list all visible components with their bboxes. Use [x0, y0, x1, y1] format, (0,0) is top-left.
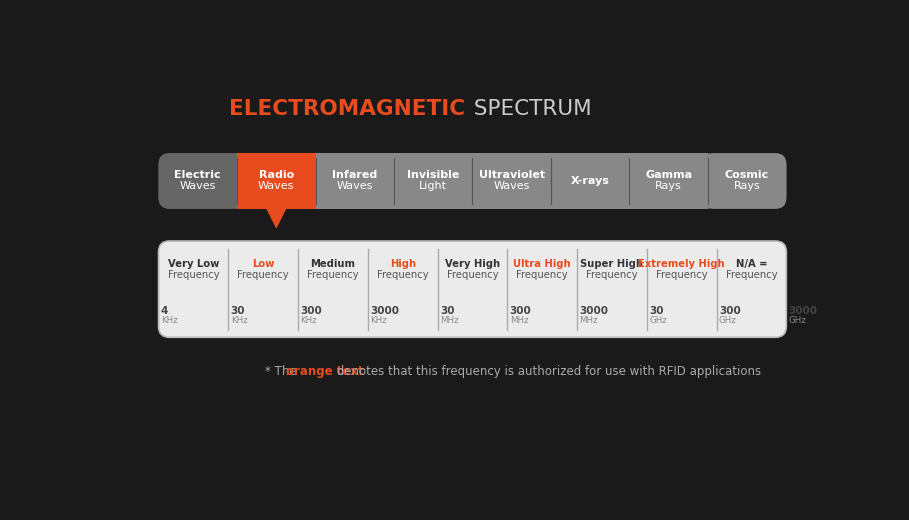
Text: * The: * The — [265, 366, 300, 379]
Text: KHz: KHz — [370, 316, 386, 325]
FancyBboxPatch shape — [158, 153, 241, 209]
Text: 30: 30 — [440, 306, 454, 316]
Text: Waves: Waves — [336, 181, 373, 191]
Text: Frequency: Frequency — [586, 270, 638, 280]
Bar — [473, 153, 551, 209]
Text: denotes that this frequency is authorized for use with RFID applications: denotes that this frequency is authorize… — [333, 366, 761, 379]
Text: Electric: Electric — [175, 170, 221, 180]
Text: Radio: Radio — [259, 170, 294, 180]
Text: SPECTRUM: SPECTRUM — [467, 99, 592, 119]
Polygon shape — [266, 209, 286, 229]
Bar — [394, 153, 473, 209]
Text: Frequency: Frequency — [377, 270, 428, 280]
Text: 300: 300 — [510, 306, 532, 316]
Text: Frequency: Frequency — [446, 270, 498, 280]
Text: X-rays: X-rays — [571, 176, 610, 186]
Text: KHz: KHz — [161, 316, 177, 325]
Text: Infared: Infared — [332, 170, 377, 180]
Text: Rays: Rays — [655, 181, 682, 191]
Text: MHz: MHz — [510, 316, 528, 325]
Text: Frequency: Frequency — [656, 270, 707, 280]
Text: Super High: Super High — [581, 259, 644, 269]
Text: Frequency: Frequency — [725, 270, 777, 280]
FancyBboxPatch shape — [704, 153, 786, 209]
Text: GHz: GHz — [649, 316, 667, 325]
Text: High: High — [390, 259, 415, 269]
Text: GHz: GHz — [789, 316, 806, 325]
Text: Frequency: Frequency — [516, 270, 568, 280]
Bar — [551, 153, 629, 209]
Text: Frequency: Frequency — [307, 270, 359, 280]
Bar — [237, 153, 315, 209]
FancyBboxPatch shape — [158, 153, 786, 209]
Text: Low: Low — [252, 259, 275, 269]
Text: Waves: Waves — [494, 181, 530, 191]
Text: orange text: orange text — [286, 366, 365, 379]
Text: 3000: 3000 — [370, 306, 399, 316]
Text: 30: 30 — [649, 306, 664, 316]
Bar — [629, 153, 708, 209]
Text: Light: Light — [419, 181, 447, 191]
Text: Very High: Very High — [445, 259, 500, 269]
Text: ELECTROMAGNETIC: ELECTROMAGNETIC — [229, 99, 465, 119]
Text: Waves: Waves — [258, 181, 295, 191]
Text: Gamma: Gamma — [645, 170, 692, 180]
Text: 300: 300 — [719, 306, 741, 316]
Text: GHz: GHz — [719, 316, 736, 325]
Text: Cosmic: Cosmic — [725, 170, 769, 180]
Text: Frequency: Frequency — [167, 270, 219, 280]
Text: 30: 30 — [231, 306, 245, 316]
FancyBboxPatch shape — [158, 241, 786, 337]
Text: MHz: MHz — [440, 316, 458, 325]
Text: Waves: Waves — [180, 181, 216, 191]
Text: 3000: 3000 — [579, 306, 608, 316]
Text: Extremely High: Extremely High — [638, 259, 725, 269]
Text: Frequency: Frequency — [237, 270, 289, 280]
Text: 3000: 3000 — [789, 306, 818, 316]
Text: MHz: MHz — [579, 316, 598, 325]
Text: Very Low: Very Low — [168, 259, 219, 269]
Text: N/A =: N/A = — [735, 259, 767, 269]
Text: 300: 300 — [300, 306, 322, 316]
Text: KHz: KHz — [231, 316, 247, 325]
Bar — [315, 153, 394, 209]
Text: Rays: Rays — [734, 181, 761, 191]
Text: KHz: KHz — [300, 316, 317, 325]
Text: Invisible: Invisible — [407, 170, 459, 180]
Text: Ultra High: Ultra High — [514, 259, 571, 269]
Text: 4: 4 — [161, 306, 168, 316]
Text: Medium: Medium — [311, 259, 355, 269]
Text: Ultraviolet: Ultraviolet — [479, 170, 544, 180]
